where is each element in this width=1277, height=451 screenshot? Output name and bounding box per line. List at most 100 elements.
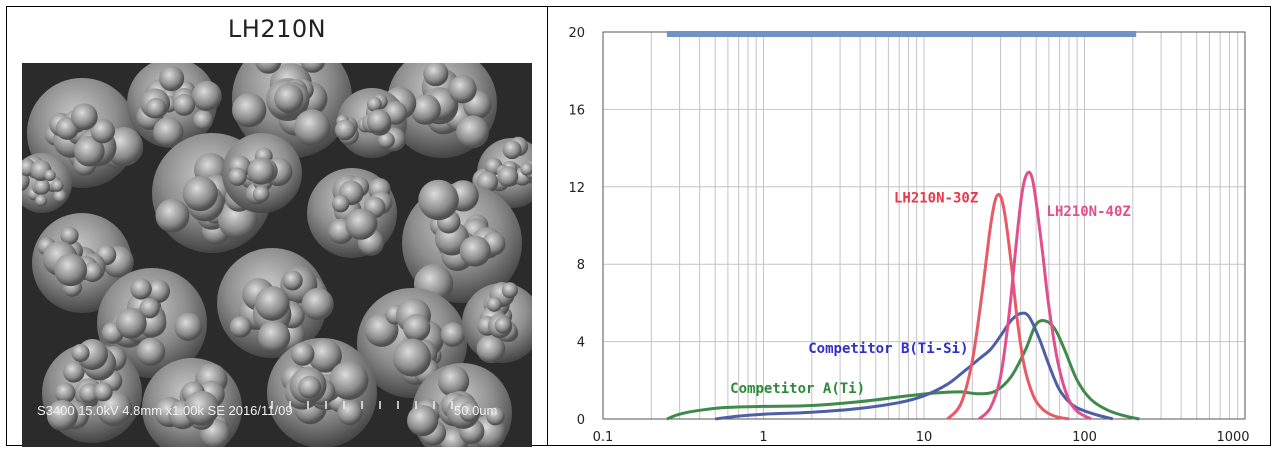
sem-particle-bump bbox=[229, 315, 252, 338]
panel-divider bbox=[547, 7, 548, 445]
sem-particle-bump bbox=[298, 375, 322, 399]
sem-particle-bump bbox=[331, 194, 350, 213]
x-tick-label: 1000 bbox=[1216, 430, 1249, 445]
sem-particle-bump bbox=[448, 75, 477, 104]
sem-particle-bump bbox=[255, 286, 290, 321]
sem-particle-bump bbox=[291, 342, 315, 366]
y-tick-label: 20 bbox=[568, 26, 585, 41]
sem-particle-bump bbox=[418, 179, 459, 221]
sem-particle-bump bbox=[392, 338, 432, 377]
y-tick-label: 0 bbox=[577, 413, 585, 428]
sem-particle-bump bbox=[345, 208, 377, 240]
sem-particle-bump bbox=[155, 198, 190, 233]
sem-particle-bump bbox=[145, 97, 167, 119]
sem-particle-bump bbox=[173, 93, 196, 116]
sem-particle-bump bbox=[459, 401, 480, 422]
sem-particle-bump bbox=[93, 382, 113, 402]
sem-particle-bump bbox=[377, 131, 395, 149]
y-tick-label: 12 bbox=[568, 181, 585, 196]
sem-scale-label: 50.0um bbox=[454, 403, 498, 418]
sem-particle-bump bbox=[459, 235, 491, 267]
sem-particle-bump bbox=[54, 382, 76, 404]
sem-particle-bump bbox=[159, 65, 185, 92]
sem-particle-bump bbox=[501, 282, 518, 299]
sem-particle-bump bbox=[440, 322, 466, 347]
series-line-lh210n-40z bbox=[977, 170, 1092, 421]
sem-particle-bump bbox=[54, 253, 88, 287]
sem-particle-bump bbox=[337, 400, 363, 426]
sem-particle-bump bbox=[73, 135, 105, 167]
sem-particle-bump bbox=[60, 226, 79, 245]
sem-particle-bump bbox=[282, 270, 303, 291]
sem-particle-bump bbox=[79, 383, 100, 404]
sem-particle-bump bbox=[115, 308, 147, 339]
sem-particle-bump bbox=[494, 316, 512, 334]
sem-particle-bump bbox=[294, 109, 331, 147]
sem-particle-bump bbox=[63, 361, 85, 383]
sem-particle-bump bbox=[70, 103, 98, 131]
sem-particle-bump bbox=[228, 167, 247, 186]
sem-particle-bump bbox=[329, 360, 369, 400]
sem-particle-bump bbox=[71, 343, 90, 363]
sem-particle-bump bbox=[82, 262, 103, 282]
x-tick-label: 10 bbox=[916, 430, 933, 445]
sem-micrograph bbox=[22, 63, 532, 447]
sem-particle-bump bbox=[308, 339, 342, 373]
sem-particle-bump bbox=[35, 194, 48, 207]
sem-particle-bump bbox=[502, 140, 522, 160]
y-tick-label: 16 bbox=[568, 103, 585, 118]
sem-particle-bump bbox=[456, 115, 490, 149]
sem-particle-bump bbox=[44, 169, 56, 182]
sem-particle-bump bbox=[146, 279, 170, 304]
sem-particle-bump bbox=[193, 109, 214, 131]
sem-particle-bump bbox=[366, 109, 391, 134]
sem-particle-bump bbox=[301, 288, 334, 321]
sem-particle-bump bbox=[136, 337, 166, 366]
sem-scale-ticks bbox=[271, 401, 453, 409]
sem-particle-bump bbox=[402, 313, 431, 342]
series-annotation: Competitor A(Ti) bbox=[730, 381, 865, 397]
figure-frame: LH210N S3400 15.0kV 4.8mm x1.00k SE 2016… bbox=[6, 6, 1271, 447]
sem-particle-bump bbox=[139, 298, 160, 319]
sem-particle-bump bbox=[46, 399, 78, 432]
series-annotation: Competitor B(Ti-Si) bbox=[808, 341, 968, 357]
sem-caption: S3400 15.0kV 4.8mm x1.00k SE 2016/11/09 bbox=[37, 403, 293, 418]
sem-particle-bump bbox=[366, 96, 382, 112]
sem-particle-bump bbox=[247, 157, 275, 185]
sem-title: LH210N bbox=[227, 15, 327, 43]
series-annotation: LH210N-40Z bbox=[1047, 204, 1131, 220]
sem-particle-bump bbox=[410, 94, 441, 125]
y-tick-label: 4 bbox=[577, 336, 585, 351]
sem-particle-bump bbox=[130, 278, 152, 300]
sem-particle-bump bbox=[486, 296, 502, 312]
sem-particle-bump bbox=[255, 63, 282, 74]
sem-particle-bump bbox=[486, 406, 505, 426]
x-tick-label: 0.1 bbox=[593, 430, 614, 445]
sem-particle-bump bbox=[182, 175, 218, 212]
sem-particle-bump bbox=[232, 92, 267, 128]
sem-particle-bump bbox=[153, 117, 184, 148]
sem-particle-bump bbox=[51, 179, 64, 192]
series-line-lh210n-30z bbox=[946, 193, 1070, 421]
sem-particle-bump bbox=[252, 185, 270, 203]
sem-particle-bump bbox=[34, 178, 50, 195]
sem-particle-bump bbox=[497, 166, 519, 187]
sem-particle-bump bbox=[437, 365, 470, 397]
sem-particle-bump bbox=[520, 162, 532, 176]
sem-particle-bump bbox=[257, 320, 291, 353]
sem-particle-bump bbox=[300, 63, 325, 73]
sem-particle-bump bbox=[191, 80, 222, 112]
y-tick-label: 8 bbox=[577, 258, 585, 273]
sem-particle-bump bbox=[476, 334, 506, 364]
sem-particle-bump bbox=[90, 118, 115, 144]
x-tick-label: 100 bbox=[1072, 430, 1097, 445]
sem-particle-bump bbox=[53, 189, 67, 203]
sem-particle-bump bbox=[184, 390, 220, 426]
chart-panel: 0 4 8 12 16 20 0.1 1 10 100 1000 LH210N-30Z LH210N-… bbox=[548, 7, 1270, 445]
sem-particle-bump bbox=[174, 312, 203, 342]
series-line-competitor-b-ti-si bbox=[715, 311, 1114, 421]
x-tick-label: 1 bbox=[759, 430, 767, 445]
particle-size-chart: 0 4 8 12 16 20 0.1 1 10 100 1000 LH210N-30Z LH210N-… bbox=[568, 26, 1249, 445]
sem-particle-bump bbox=[334, 119, 356, 141]
series-annotation: LH210N-30Z bbox=[894, 190, 978, 206]
